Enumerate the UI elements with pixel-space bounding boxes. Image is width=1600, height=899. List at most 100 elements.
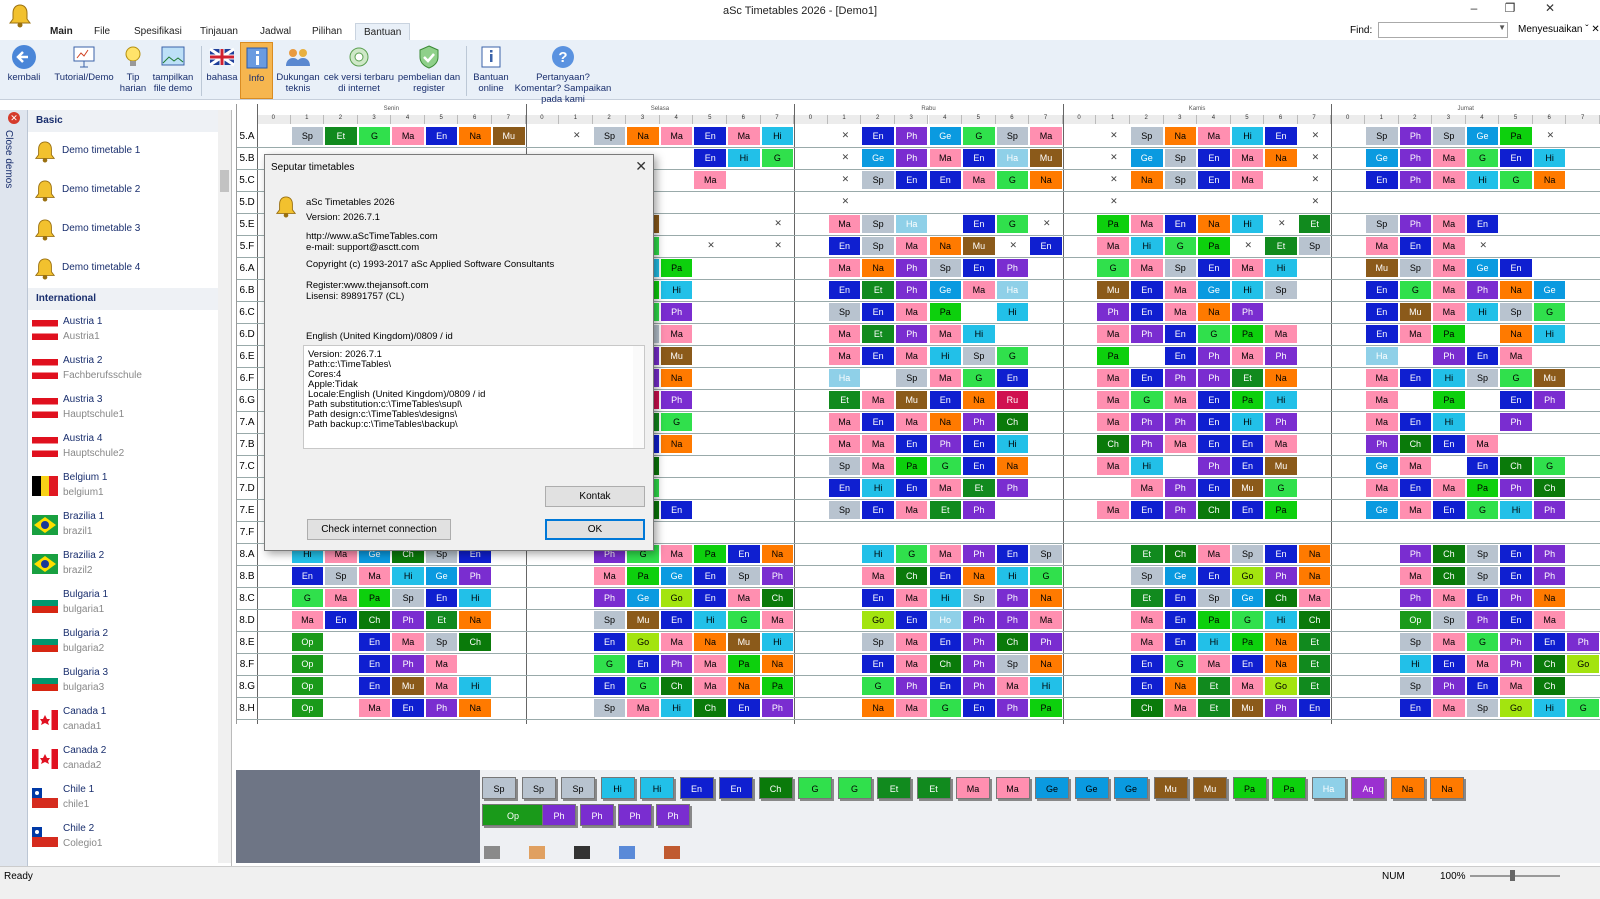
lesson-card[interactable]: Pa: [358, 589, 391, 607]
class-label[interactable]: 5.C: [239, 175, 255, 186]
lesson-card[interactable]: En: [1500, 545, 1532, 563]
palette-card[interactable]: Ch: [758, 777, 793, 799]
lesson-card[interactable]: Na: [761, 545, 794, 563]
lesson-card[interactable]: Sp: [728, 567, 760, 585]
lesson-card[interactable]: Sp: [593, 611, 626, 629]
lesson-card[interactable]: Sp: [862, 171, 894, 189]
lesson-card[interactable]: Mu: [1533, 369, 1566, 387]
lesson-card[interactable]: Hi: [1433, 369, 1465, 387]
lesson-card[interactable]: Ph: [996, 479, 1029, 497]
lesson-card[interactable]: Ma: [392, 127, 424, 145]
lesson-card[interactable]: Na: [694, 633, 727, 651]
lesson-card[interactable]: Ph: [963, 655, 995, 673]
palette-card[interactable]: Ph: [542, 804, 576, 826]
lesson-card[interactable]: Op: [291, 677, 324, 695]
lesson-card[interactable]: Go: [627, 633, 659, 651]
lesson-card[interactable]: Hi: [862, 545, 894, 563]
lesson-card[interactable]: En: [1399, 237, 1432, 255]
lesson-card[interactable]: Na: [627, 127, 659, 145]
lesson-card[interactable]: Ch: [895, 567, 928, 585]
lesson-card[interactable]: G: [1466, 149, 1499, 167]
lesson-card[interactable]: Na: [1298, 567, 1331, 585]
lesson-card[interactable]: En: [828, 479, 861, 497]
lesson-card[interactable]: Ma: [1164, 699, 1197, 717]
lesson-card[interactable]: Na: [1265, 633, 1297, 651]
lesson-card[interactable]: Ma: [862, 391, 894, 409]
lesson-card[interactable]: Ph: [1198, 347, 1230, 365]
lesson-card[interactable]: En: [425, 127, 458, 145]
lesson-card[interactable]: Hi: [1399, 655, 1432, 673]
lesson-card[interactable]: En: [895, 435, 928, 453]
lesson-card[interactable]: Ch: [1097, 435, 1129, 453]
palette-card[interactable]: Hi: [600, 777, 635, 799]
lesson-card[interactable]: Sp: [963, 589, 995, 607]
class-label[interactable]: 6.G: [238, 395, 256, 406]
lesson-card[interactable]: Na: [1533, 171, 1566, 189]
lesson-card[interactable]: Go: [1265, 677, 1297, 695]
lesson-card[interactable]: Hi: [963, 325, 995, 343]
lesson-card[interactable]: Sp: [862, 237, 894, 255]
lesson-card[interactable]: Ma: [660, 127, 693, 145]
lesson-card[interactable]: Na: [1265, 655, 1297, 673]
lesson-card[interactable]: En: [1198, 149, 1230, 167]
class-label[interactable]: 6.D: [239, 329, 255, 340]
lesson-card[interactable]: Mu: [895, 391, 928, 409]
door-icon[interactable]: [662, 843, 682, 861]
lesson-card[interactable]: En: [1265, 545, 1297, 563]
lesson-card[interactable]: Sp: [1399, 677, 1432, 695]
details-scrollbar[interactable]: [633, 346, 644, 448]
lesson-card[interactable]: Ph: [761, 567, 794, 585]
lesson-card[interactable]: G: [1567, 699, 1599, 717]
lesson-card[interactable]: Et: [1130, 589, 1163, 607]
lesson-card[interactable]: Ma: [895, 501, 928, 519]
online-help-button[interactable]: Bantuan online: [470, 42, 512, 99]
class-label[interactable]: 7.C: [239, 461, 255, 472]
lesson-card[interactable]: Pa: [660, 259, 693, 277]
lesson-card[interactable]: Ma: [325, 589, 357, 607]
lesson-card[interactable]: Ma: [862, 435, 894, 453]
lesson-card[interactable]: En: [895, 479, 928, 497]
lesson-card[interactable]: Pa: [1231, 633, 1264, 651]
lesson-card[interactable]: Ph: [1399, 149, 1432, 167]
lesson-card[interactable]: Ph: [963, 611, 995, 629]
lesson-card[interactable]: Ph: [1130, 325, 1163, 343]
info-button[interactable]: Info: [240, 42, 273, 99]
lesson-card[interactable]: Pa: [1097, 347, 1129, 365]
lesson-card[interactable]: Hi: [761, 127, 794, 145]
lesson-card[interactable]: Ma: [1433, 171, 1465, 189]
class-label[interactable]: 8.E: [239, 637, 255, 648]
lesson-card[interactable]: Ma: [1164, 391, 1197, 409]
lesson-card[interactable]: Ch: [1500, 457, 1532, 475]
lesson-card[interactable]: Na: [1500, 325, 1532, 343]
lesson-card[interactable]: Ch: [929, 655, 962, 673]
lesson-card[interactable]: Ma: [1433, 281, 1465, 299]
show-demo-file-button[interactable]: tampilkan file demo: [150, 42, 196, 99]
lesson-card[interactable]: Ch: [1533, 479, 1566, 497]
palette-card[interactable]: Ge: [1074, 777, 1109, 799]
lesson-card[interactable]: Na: [929, 413, 962, 431]
lesson-card[interactable]: En: [593, 677, 626, 695]
lesson-card[interactable]: Ma: [1231, 347, 1264, 365]
lesson-card[interactable]: Pa: [1030, 699, 1062, 717]
demo-item[interactable]: Demo timetable 4: [28, 249, 231, 288]
lesson-card[interactable]: Et: [1298, 655, 1331, 673]
lesson-card[interactable]: Ge: [929, 127, 962, 145]
lesson-card[interactable]: G: [1533, 303, 1566, 321]
lesson-card[interactable]: Ph: [963, 413, 995, 431]
lesson-card[interactable]: G: [1130, 391, 1163, 409]
lesson-card[interactable]: Mu: [1231, 699, 1264, 717]
lesson-card[interactable]: Pa: [1198, 611, 1230, 629]
lesson-card[interactable]: Sp: [1164, 259, 1197, 277]
lesson-card[interactable]: Et: [1298, 215, 1331, 233]
lesson-card[interactable]: Ge: [1365, 501, 1398, 519]
lesson-card[interactable]: Ph: [929, 435, 962, 453]
lesson-card[interactable]: En: [1030, 237, 1062, 255]
lesson-card[interactable]: Hi: [1030, 677, 1062, 695]
lesson-card[interactable]: Ma: [1466, 435, 1499, 453]
lesson-card[interactable]: Ma: [1433, 589, 1465, 607]
lesson-card[interactable]: Ph: [593, 589, 626, 607]
lesson-card[interactable]: Ph: [1533, 545, 1566, 563]
lesson-card[interactable]: G: [1500, 369, 1532, 387]
country-demo-item[interactable]: Austria 4 Hauptschule2: [28, 427, 231, 466]
lesson-card[interactable]: Ma: [1433, 633, 1465, 651]
